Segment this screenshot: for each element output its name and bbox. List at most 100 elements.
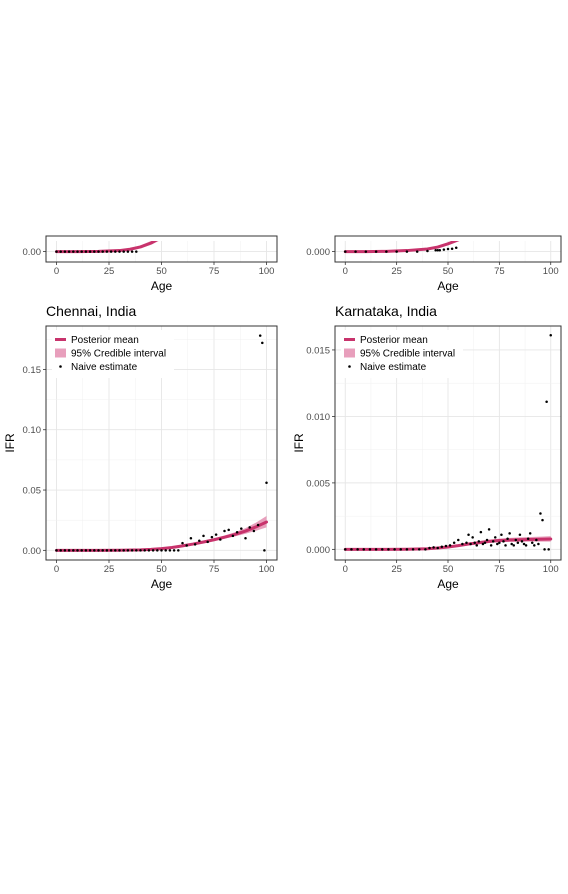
x-axis-title: Age xyxy=(151,279,173,293)
naive-estimate-point xyxy=(59,549,62,552)
naive-estimate-point xyxy=(168,549,172,552)
naive-estimate-point xyxy=(481,542,485,546)
naive-estimate-point xyxy=(240,527,243,530)
naive-estimate-point xyxy=(479,530,483,534)
naive-estimate-point xyxy=(508,532,511,535)
legend-label: Naive estimate xyxy=(360,362,427,373)
grid-lines xyxy=(335,326,561,560)
naive-estimate-point xyxy=(364,250,368,253)
naive-estimate-point xyxy=(450,247,454,250)
naive-estimate-point xyxy=(522,542,526,546)
naive-estimate-point xyxy=(231,534,235,538)
naive-estimate-point xyxy=(393,548,396,551)
chart-panel-3: 0 25 50 75 100 0.00 0.05 0.10 0.15 Age IFR Chennai,… xyxy=(3,303,278,591)
x-axis-title: Age xyxy=(437,279,459,293)
naive-estimate-point xyxy=(405,250,409,253)
naive-estimate-point xyxy=(55,549,58,552)
naive-estimate-point xyxy=(143,230,146,233)
naive-estimate-point xyxy=(368,548,372,551)
legend-key-mean xyxy=(55,338,66,341)
naive-estimate-point xyxy=(438,249,442,252)
legend-key-point xyxy=(59,365,62,368)
naive-estimate-point xyxy=(118,250,121,253)
x-tick-label: 25 xyxy=(391,564,402,575)
naive-estimate-point xyxy=(500,533,503,536)
x-tick-label: 50 xyxy=(443,266,454,277)
y-tick-label: 0.15 xyxy=(23,365,42,376)
legend-background xyxy=(52,330,174,378)
legend-key-band xyxy=(344,348,355,358)
x-tick-label: 50 xyxy=(156,266,167,277)
naive-estimate-point xyxy=(263,549,266,552)
naive-estimate-point xyxy=(80,250,83,253)
naive-estimate-point xyxy=(88,549,92,552)
naive-estimate-point xyxy=(543,548,546,551)
naive-estimate-point xyxy=(139,230,142,233)
panel-title: Karnataka, India xyxy=(335,303,437,319)
naive-estimate-point xyxy=(130,549,134,552)
x-axis-title: Age xyxy=(437,577,459,591)
y-axis-title: IFR xyxy=(292,433,306,453)
naive-estimate-point xyxy=(440,545,444,548)
x-tick-label: 75 xyxy=(209,564,220,575)
x-tick-label: 50 xyxy=(156,564,167,575)
y-tick-label: 0.000 xyxy=(306,545,330,556)
naive-estimate-point xyxy=(344,250,347,253)
naive-estimate-point xyxy=(485,538,489,542)
naive-estimate-point xyxy=(537,542,540,546)
naive-estimate-point xyxy=(539,512,542,515)
data-layer xyxy=(343,334,553,551)
naive-estimate-point xyxy=(457,538,460,542)
naive-estimate-point xyxy=(210,535,214,539)
naive-estimate-point xyxy=(148,230,151,233)
naive-estimate-point xyxy=(88,250,92,253)
naive-estimate-point xyxy=(164,230,167,233)
naive-estimate-point xyxy=(541,518,544,522)
naive-estimate-point xyxy=(105,250,109,253)
naive-estimate-point xyxy=(436,249,439,252)
naive-estimate-point xyxy=(549,334,552,337)
naive-estimate-point xyxy=(169,230,172,233)
naive-estimate-point xyxy=(181,541,184,545)
naive-estimate-point xyxy=(160,549,163,552)
naive-estimate-point xyxy=(63,549,67,552)
naive-estimate-point xyxy=(202,534,205,538)
naive-estimate-point xyxy=(524,544,528,547)
x-tick-label: 100 xyxy=(543,266,559,277)
naive-estimate-point xyxy=(471,536,474,539)
x-axis-title: Age xyxy=(151,577,173,591)
chart-panel-2: 0 25 50 75 100 0.000 Age xyxy=(306,235,562,293)
naive-estimate-point xyxy=(135,549,138,552)
y-tick-label: 0.010 xyxy=(306,412,330,423)
naive-estimate-point xyxy=(227,528,230,532)
naive-estimate-point xyxy=(434,249,437,252)
naive-estimate-point xyxy=(130,250,134,253)
naive-estimate-point xyxy=(473,541,476,544)
naive-estimate-point xyxy=(415,250,419,253)
naive-estimate-point xyxy=(514,538,518,542)
naive-estimate-point xyxy=(354,250,357,253)
y-tick-label: 0.015 xyxy=(306,345,330,356)
naive-estimate-point xyxy=(405,548,409,551)
y-tick-label: 0.000 xyxy=(306,247,330,258)
naive-estimate-point xyxy=(135,250,138,253)
naive-estimate-point xyxy=(67,250,71,253)
naive-estimate-point xyxy=(477,540,481,543)
x-tick-label: 75 xyxy=(209,266,220,277)
naive-estimate-point xyxy=(385,250,388,253)
y-tick-label: 0.10 xyxy=(23,425,42,436)
naive-estimate-point xyxy=(156,230,159,233)
posterior-mean-line xyxy=(55,241,158,254)
naive-estimate-point xyxy=(139,549,142,552)
naive-estimate-point xyxy=(428,546,431,550)
legend: Posterior mean 95% Credible interval Naive… xyxy=(341,330,463,378)
naive-estimate-point xyxy=(146,230,149,233)
naive-estimate-point xyxy=(436,546,439,550)
naive-estimate-point xyxy=(101,549,104,552)
naive-estimate-point xyxy=(426,249,429,253)
legend: Posterior mean 95% Credible interval Naive… xyxy=(52,330,174,378)
posterior-mean-line xyxy=(55,520,268,552)
naive-estimate-point xyxy=(258,334,262,337)
y-tick-label: 0.005 xyxy=(306,478,330,489)
